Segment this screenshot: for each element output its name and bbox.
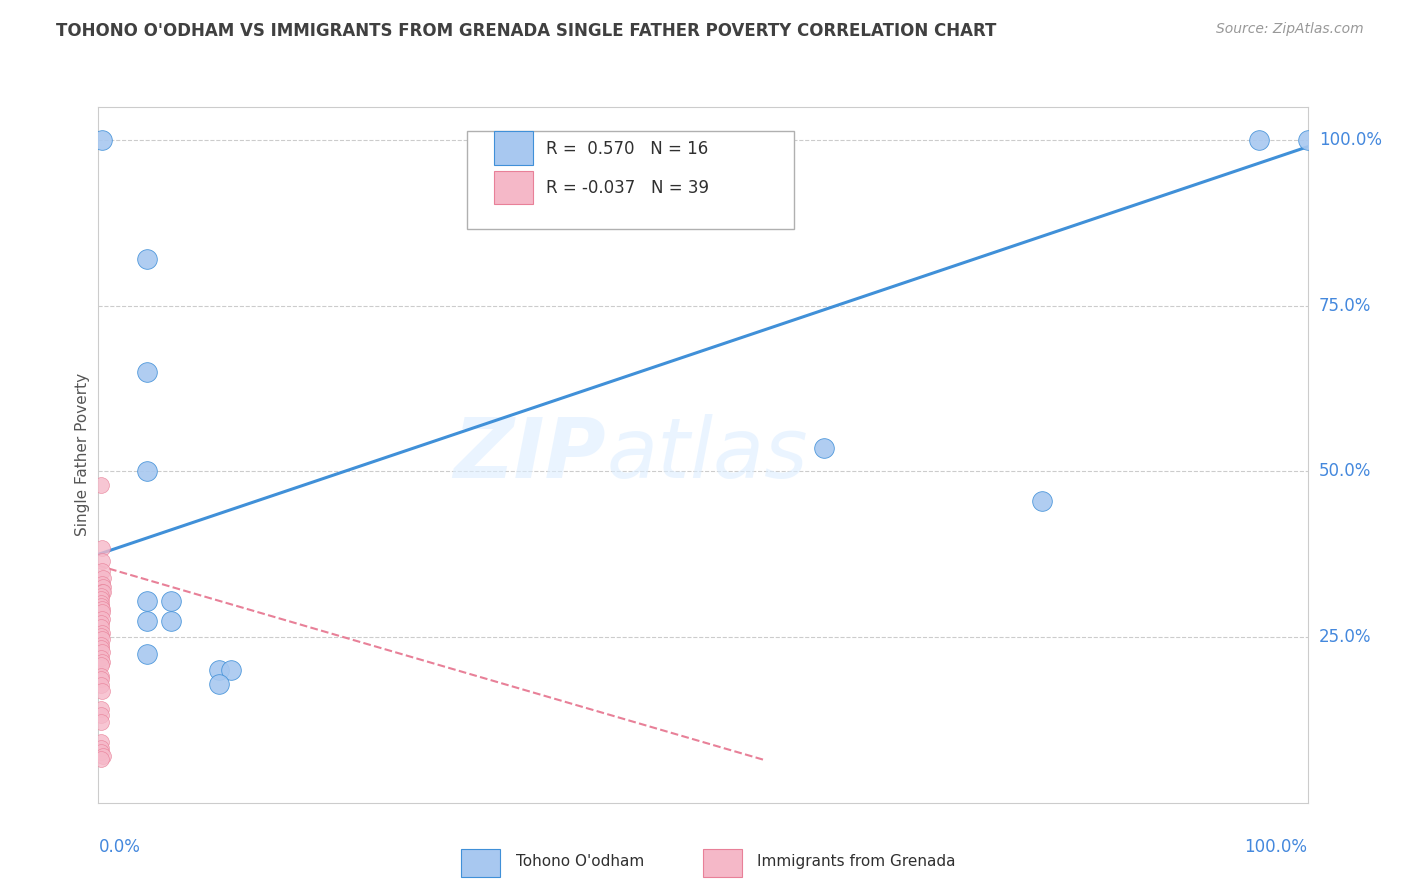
Point <box>90 592 112 607</box>
Point <box>160 593 183 607</box>
Point <box>91 748 114 763</box>
Point <box>135 593 157 607</box>
FancyBboxPatch shape <box>703 849 742 877</box>
Y-axis label: Single Father Poverty: Single Father Poverty <box>75 374 90 536</box>
Point <box>91 577 114 591</box>
Text: 75.0%: 75.0% <box>1319 297 1371 315</box>
FancyBboxPatch shape <box>494 171 533 204</box>
Point <box>90 702 112 716</box>
FancyBboxPatch shape <box>467 131 793 229</box>
Point <box>90 746 112 760</box>
Text: R =  0.570   N = 16: R = 0.570 N = 16 <box>546 140 709 158</box>
FancyBboxPatch shape <box>461 849 501 877</box>
Text: ZIP: ZIP <box>454 415 606 495</box>
Point <box>1296 133 1319 147</box>
Point <box>90 735 112 749</box>
Text: Tohono O'odham: Tohono O'odham <box>516 855 644 870</box>
Point <box>91 133 114 147</box>
Point <box>91 541 114 555</box>
Point <box>90 599 112 613</box>
Point <box>90 678 112 692</box>
Point <box>90 708 112 723</box>
Point <box>91 611 114 625</box>
Point <box>91 602 114 616</box>
Text: 100.0%: 100.0% <box>1244 838 1308 855</box>
Point <box>90 651 112 665</box>
Point <box>91 581 114 595</box>
Point <box>90 641 112 656</box>
Point <box>90 619 112 633</box>
Point <box>135 365 157 379</box>
Text: atlas: atlas <box>606 415 808 495</box>
Point <box>135 465 157 479</box>
Point <box>90 672 112 686</box>
Point <box>135 252 157 267</box>
Point <box>90 615 112 630</box>
Point <box>90 596 112 610</box>
Point <box>90 477 112 491</box>
Text: 50.0%: 50.0% <box>1319 462 1371 481</box>
Text: Source: ZipAtlas.com: Source: ZipAtlas.com <box>1216 22 1364 37</box>
Text: 25.0%: 25.0% <box>1319 628 1371 646</box>
Point <box>160 614 183 628</box>
Point <box>90 752 112 766</box>
Point <box>1249 133 1271 147</box>
Text: Immigrants from Grenada: Immigrants from Grenada <box>758 855 956 870</box>
Point <box>221 663 243 677</box>
Point <box>91 605 114 619</box>
Point <box>90 589 112 603</box>
Point <box>208 663 231 677</box>
Point <box>135 647 157 661</box>
Point <box>91 564 114 578</box>
Point <box>90 638 112 652</box>
Point <box>90 668 112 682</box>
Point <box>1031 494 1053 508</box>
Point <box>90 714 112 729</box>
Text: R = -0.037   N = 39: R = -0.037 N = 39 <box>546 179 709 197</box>
Point <box>91 632 114 647</box>
Point <box>91 585 114 599</box>
Point <box>90 629 112 643</box>
Text: TOHONO O'ODHAM VS IMMIGRANTS FROM GRENADA SINGLE FATHER POVERTY CORRELATION CHAR: TOHONO O'ODHAM VS IMMIGRANTS FROM GRENAD… <box>56 22 997 40</box>
Point <box>91 554 114 568</box>
Text: 0.0%: 0.0% <box>98 838 141 855</box>
Point <box>813 442 835 456</box>
FancyBboxPatch shape <box>494 131 533 165</box>
Point <box>135 614 157 628</box>
Point <box>91 625 114 640</box>
Point <box>91 570 114 584</box>
Point <box>91 585 114 599</box>
Point <box>91 645 114 659</box>
Point <box>91 684 114 698</box>
Point <box>91 655 114 669</box>
Text: 100.0%: 100.0% <box>1319 131 1382 149</box>
Point <box>90 741 112 756</box>
Point <box>90 657 112 672</box>
Point <box>208 676 231 690</box>
